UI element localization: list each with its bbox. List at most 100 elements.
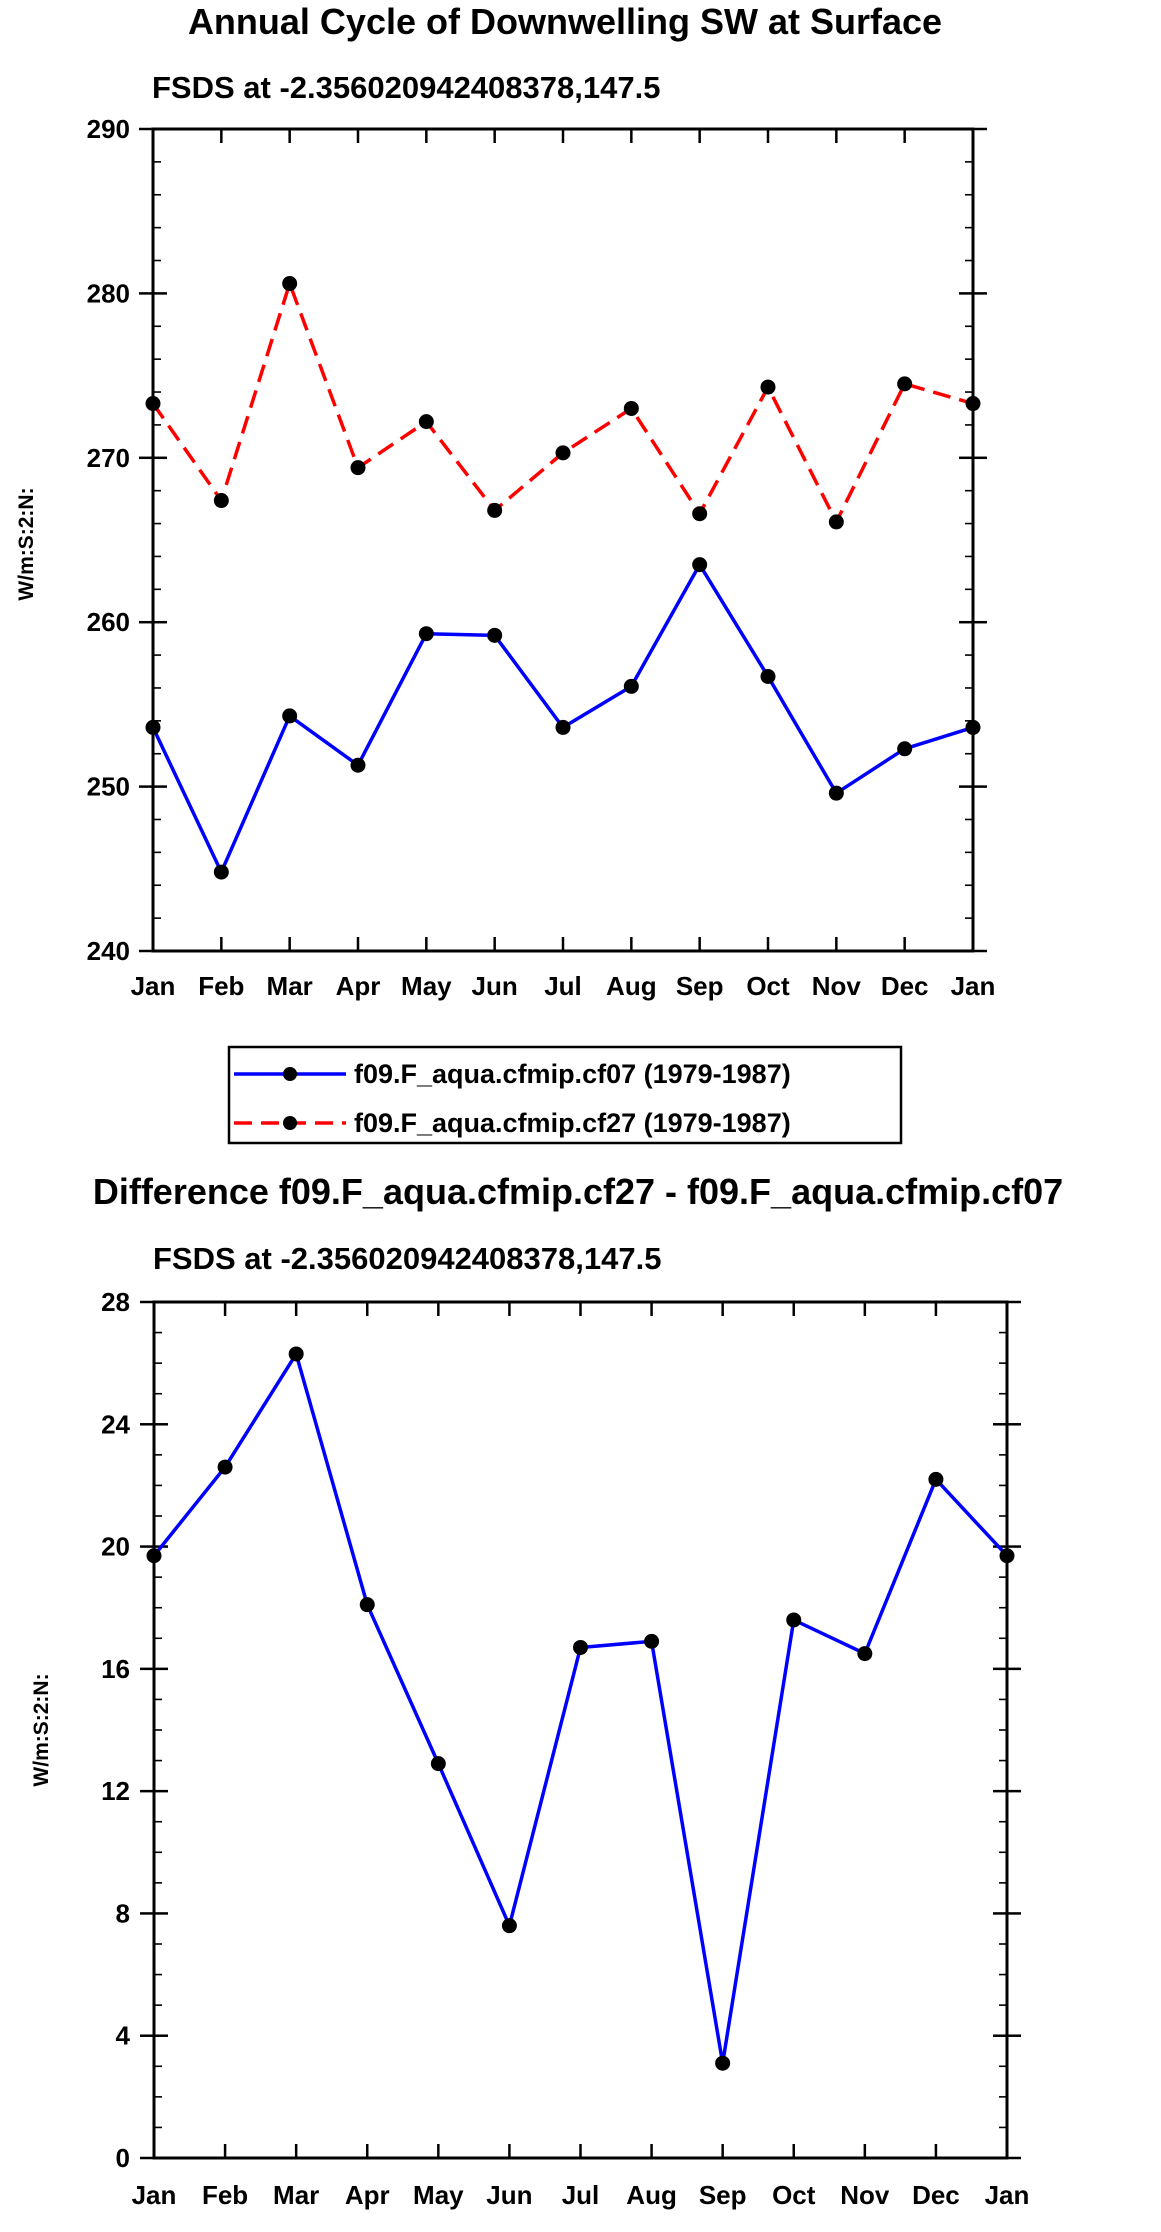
- difference-series-0-point: [573, 1639, 588, 1655]
- annual-cycle-y-tick-label: 290: [87, 114, 130, 144]
- annual-cycle-x-tick-label: Apr: [336, 971, 381, 1001]
- annual-cycle-legend: f09.F_aqua.cfmip.cf07 (1979-1987) f09.F_…: [227, 1045, 903, 1145]
- annual-cycle-x-tick-label: Jan: [131, 971, 176, 1001]
- annual-cycle-y-tick-label: 280: [87, 278, 130, 308]
- difference-y-tick-label: 16: [101, 1654, 130, 1684]
- difference-series-layer: [146, 1346, 1015, 2071]
- legend-marker-cf27: [283, 1116, 297, 1130]
- annual-cycle-series-0-point: [623, 678, 639, 694]
- annual-cycle-x-tick-label: Jan: [951, 971, 996, 1001]
- annual-cycle-x-tick-label: Oct: [746, 971, 790, 1001]
- annual-cycle-series-layer: [145, 276, 981, 880]
- annual-cycle-x-tick-label: Sep: [676, 971, 724, 1001]
- difference-series-0-point: [786, 1612, 802, 1628]
- difference-y-tick-label: 12: [101, 1776, 130, 1806]
- difference-chart-title: Difference f09.F_aqua.cfmip.cf27 - f09.F…: [93, 1171, 1063, 1212]
- difference-series-0-point: [928, 1471, 944, 1487]
- difference-series-0-point: [359, 1597, 375, 1613]
- annual-cycle-x-tick-label: Jul: [544, 971, 582, 1001]
- annual-cycle-series-0-point: [692, 557, 708, 573]
- legend-label-cf07: f09.F_aqua.cfmip.cf07 (1979-1987): [354, 1059, 791, 1089]
- difference-y-tick-label: 4: [116, 2021, 131, 2051]
- difference-series-0-line: [152, 1352, 1009, 2065]
- annual-cycle-series-1-point: [692, 506, 708, 522]
- annual-cycle-x-tick-label: Aug: [606, 971, 657, 1001]
- difference-series-0-point: [217, 1459, 233, 1475]
- annual-cycle-series-1-point: [555, 445, 571, 461]
- legend-entry-cf07: f09.F_aqua.cfmip.cf07 (1979-1987): [234, 1059, 791, 1089]
- difference-x-tick-label: Jul: [562, 2180, 600, 2210]
- difference-y-tick-label: 20: [101, 1532, 130, 1562]
- annual-cycle-series-1-point: [487, 502, 503, 518]
- annual-cycle-series-1-point: [418, 414, 434, 430]
- difference-series-0-point: [430, 1756, 446, 1772]
- annual-cycle-x-tick-label: Nov: [812, 971, 862, 1001]
- difference-y-tick-label: 28: [101, 1287, 130, 1317]
- difference-x-tick-label: Jan: [132, 2180, 177, 2210]
- annual-cycle-series-1-point: [623, 400, 639, 416]
- annual-cycle-series-1-line: [151, 281, 974, 524]
- difference-x-tick-label: Aug: [626, 2180, 677, 2210]
- difference-y-tick-label: 0: [116, 2143, 130, 2173]
- difference-y-tick-label: 8: [116, 1898, 130, 1928]
- difference-series-0-point: [288, 1346, 304, 1362]
- annual-cycle-chart-title: Annual Cycle of Downwelling SW at Surfac…: [188, 1, 942, 42]
- difference-x-tick-label: Jan: [985, 2180, 1030, 2210]
- annual-cycle-plot-frame: [151, 127, 975, 953]
- annual-cycle-y-axis: 240 250 260 270 280 290: [87, 114, 987, 966]
- difference-x-tick-label: May: [413, 2180, 464, 2210]
- annual-cycle-series-0-point: [555, 719, 571, 735]
- annual-cycle-series-1-point: [760, 379, 776, 395]
- annual-cycle-series-1-point: [282, 276, 298, 292]
- annual-cycle-series-1-point: [828, 514, 844, 530]
- difference-chart: Difference f09.F_aqua.cfmip.cf27 - f09.F…: [30, 1171, 1063, 2210]
- difference-series-0-point: [501, 1918, 517, 1934]
- difference-x-tick-label: Mar: [273, 2180, 319, 2210]
- difference-y-tick-label: 24: [101, 1409, 130, 1439]
- difference-plot-frame: [152, 1300, 1009, 2160]
- annual-cycle-series-0-line: [151, 562, 974, 874]
- annual-cycle-series-0-point: [418, 626, 434, 642]
- difference-x-tick-label: Jun: [486, 2180, 532, 2210]
- legend-entry-cf27: f09.F_aqua.cfmip.cf27 (1979-1987): [234, 1108, 791, 1138]
- annual-cycle-series-1-point: [213, 493, 229, 509]
- annual-cycle-x-tick-label: May: [401, 971, 452, 1001]
- difference-x-tick-label: Dec: [912, 2180, 960, 2210]
- annual-cycle-series-0-point: [350, 757, 366, 773]
- difference-y-axis: 0 4 8 12 16 20 24 28: [101, 1287, 1021, 2173]
- legend-box: [227, 1045, 903, 1145]
- annual-cycle-x-tick-label: Jun: [472, 971, 518, 1001]
- annual-cycle-x-tick-label: Feb: [198, 971, 244, 1001]
- difference-series-0-point: [857, 1646, 873, 1662]
- annual-cycle-x-tick-label: Dec: [881, 971, 929, 1001]
- annual-cycle-x-axis: Jan Feb Mar Apr May Jun Jul Aug Sep Oct Nov Dec Jan: [131, 129, 996, 1001]
- difference-x-tick-label: Feb: [202, 2180, 248, 2210]
- annual-cycle-y-tick-label: 250: [87, 772, 130, 802]
- annual-cycle-y-axis-label: W/m:S:2:N:: [15, 487, 38, 600]
- difference-y-axis-label: W/m:S:2:N:: [30, 1673, 53, 1786]
- annual-cycle-series-0-point: [282, 708, 298, 724]
- difference-x-tick-label: Oct: [772, 2180, 816, 2210]
- annual-cycle-series-0-point: [213, 864, 229, 880]
- annual-cycle-x-tick-label: Mar: [267, 971, 313, 1001]
- difference-chart-subtitle: FSDS at -2.356020942408378,147.5: [153, 1241, 661, 1276]
- difference-series-0-point: [644, 1633, 660, 1649]
- difference-series-0-point: [715, 2055, 731, 2071]
- annual-cycle-series-0-point: [487, 627, 503, 643]
- annual-cycle-series-0-point: [897, 741, 913, 757]
- legend-marker-cf07: [283, 1067, 297, 1081]
- annual-cycle-chart-subtitle: FSDS at -2.356020942408378,147.5: [152, 70, 660, 105]
- annual-cycle-y-tick-label: 260: [87, 607, 130, 637]
- annual-cycle-y-tick-label: 240: [87, 936, 130, 966]
- legend-label-cf27: f09.F_aqua.cfmip.cf27 (1979-1987): [354, 1108, 791, 1138]
- difference-x-tick-label: Nov: [840, 2180, 890, 2210]
- difference-x-tick-label: Sep: [699, 2180, 747, 2210]
- annual-cycle-y-tick-label: 270: [87, 443, 130, 473]
- annual-cycle-series-1-point: [350, 460, 366, 476]
- annual-cycle-series-0-point: [828, 785, 844, 801]
- difference-x-axis: Jan Feb Mar Apr May Jun Jul Aug Sep Oct Nov Dec Jan: [132, 1302, 1030, 2210]
- annual-cycle-chart: Annual Cycle of Downwelling SW at Surfac…: [15, 1, 996, 1145]
- annual-cycle-series-0-point: [760, 668, 776, 684]
- difference-x-tick-label: Apr: [345, 2180, 390, 2210]
